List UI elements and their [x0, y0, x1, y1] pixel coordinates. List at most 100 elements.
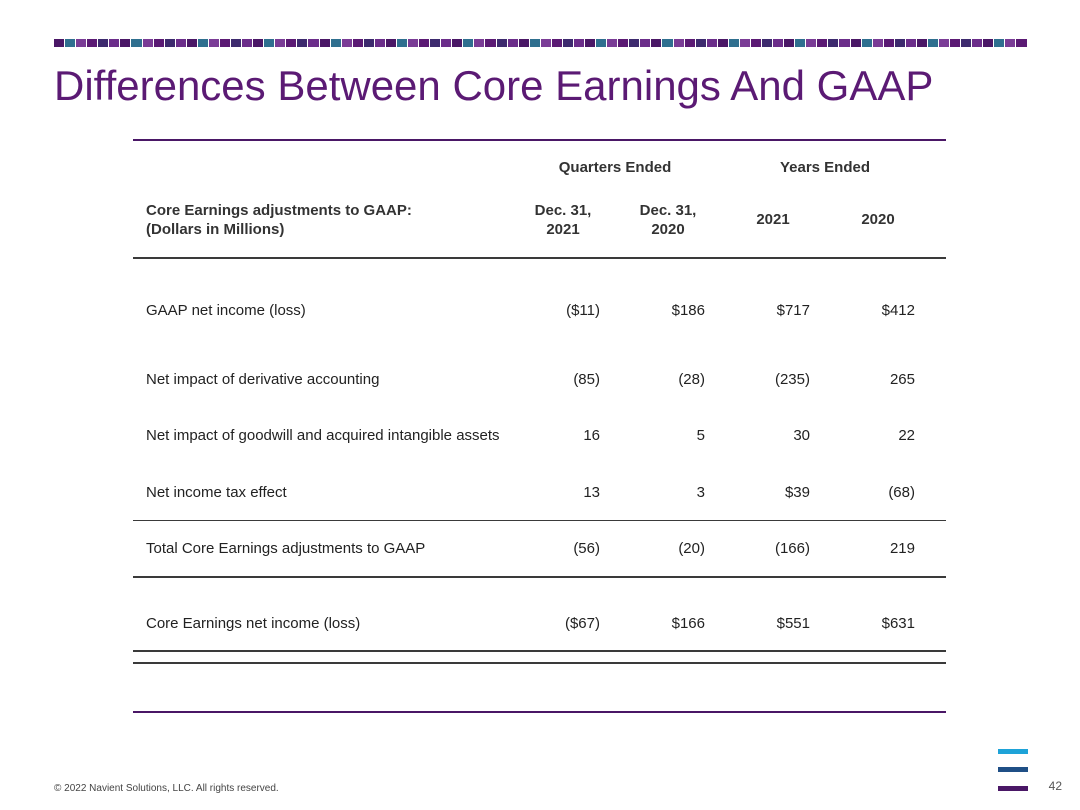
band-segment [341, 39, 352, 47]
band-segment [153, 39, 164, 47]
band-segment [839, 39, 850, 47]
row-label: Core Earnings net income (loss) [146, 615, 361, 632]
band-segment [662, 39, 673, 47]
band-segment [739, 39, 750, 47]
col-header-y2021: 2021 [756, 211, 790, 228]
band-segment [728, 39, 739, 47]
table-top-rule [133, 139, 946, 141]
band-segment [242, 39, 253, 47]
row-label: GAAP net income (loss) [146, 302, 306, 319]
band-segment [385, 39, 396, 47]
group-header-quarters: Quarters Ended [558, 159, 672, 176]
cell-y2020: 22 [898, 427, 915, 444]
band-segment [651, 39, 662, 47]
band-segment [573, 39, 584, 47]
band-segment [430, 39, 441, 47]
band-segment [673, 39, 684, 47]
band-segment [319, 39, 330, 47]
band-segment [109, 39, 120, 47]
band-segment [795, 39, 806, 47]
copyright-footer: © 2022 Navient Solutions, LLC. All right… [54, 783, 279, 794]
cell-y2021: $551 [776, 615, 810, 632]
band-segment [706, 39, 717, 47]
band-segment [131, 39, 142, 47]
band-segment [1016, 39, 1027, 47]
band-segment [65, 39, 76, 47]
band-segment [408, 39, 419, 47]
band-segment [817, 39, 828, 47]
band-segment [98, 39, 109, 47]
cell-q2021: 13 [583, 484, 600, 501]
band-segment [231, 39, 242, 47]
band-segment [164, 39, 175, 47]
col-header-q2020-line1: Dec. 31, [639, 202, 697, 219]
cell-q2020: (20) [678, 540, 705, 557]
band-segment [330, 39, 341, 47]
cell-q2020: (28) [678, 371, 705, 388]
band-segment [894, 39, 905, 47]
band-segment [872, 39, 883, 47]
band-segment [396, 39, 407, 47]
band-segment [120, 39, 131, 47]
band-segment [463, 39, 474, 47]
band-segment [762, 39, 773, 47]
band-segment [529, 39, 540, 47]
band-segment [607, 39, 618, 47]
band-segment [750, 39, 761, 47]
band-segment [585, 39, 596, 47]
row-label: Net impact of derivative accounting [146, 371, 380, 388]
band-segment [474, 39, 485, 47]
band-segment [275, 39, 286, 47]
double-rule-upper [133, 650, 946, 652]
band-segment [596, 39, 607, 47]
row-label: Total Core Earnings adjustments to GAAP [146, 540, 426, 557]
band-segment [197, 39, 208, 47]
band-segment [186, 39, 197, 47]
band-segment [286, 39, 297, 47]
band-segment [551, 39, 562, 47]
cell-y2020: $412 [881, 302, 915, 319]
cell-y2021: (166) [774, 540, 810, 557]
page-title: Differences Between Core Earnings And GA… [54, 62, 934, 109]
cell-q2020: 3 [696, 484, 705, 501]
cell-q2021: (56) [573, 540, 600, 557]
band-segment [54, 39, 65, 47]
band-segment [983, 39, 994, 47]
decorative-color-band [54, 39, 1027, 47]
band-segment [452, 39, 463, 47]
band-segment [441, 39, 452, 47]
band-segment [264, 39, 275, 47]
band-segment [374, 39, 385, 47]
cell-y2021: 30 [793, 427, 810, 444]
header-bottom-rule [133, 257, 946, 259]
cell-y2020: 219 [889, 540, 915, 557]
band-segment [629, 39, 640, 47]
row-label: Net income tax effect [146, 484, 287, 501]
band-segment [363, 39, 374, 47]
col-header-q2021-line1: Dec. 31, [534, 202, 592, 219]
col-header-y2020: 2020 [861, 211, 895, 228]
cell-q2020: $186 [671, 302, 705, 319]
double-rule-lower [133, 662, 946, 664]
label-header-line1: Core Earnings adjustments to GAAP: [146, 202, 412, 219]
band-segment [961, 39, 972, 47]
band-segment [905, 39, 916, 47]
logo-bar-bottom [998, 786, 1028, 791]
cell-q2021: (85) [573, 371, 600, 388]
band-segment [352, 39, 363, 47]
band-segment [717, 39, 728, 47]
band-segment [562, 39, 573, 47]
band-segment [939, 39, 950, 47]
cell-y2021: $39 [784, 484, 810, 501]
total-rule [133, 576, 946, 578]
band-segment [861, 39, 872, 47]
cell-y2021: (235) [774, 371, 810, 388]
band-segment [507, 39, 518, 47]
band-segment [927, 39, 938, 47]
band-segment [297, 39, 308, 47]
band-segment [994, 39, 1005, 47]
table-bottom-rule [133, 711, 946, 713]
band-segment [684, 39, 695, 47]
band-segment [784, 39, 795, 47]
band-segment [419, 39, 430, 47]
